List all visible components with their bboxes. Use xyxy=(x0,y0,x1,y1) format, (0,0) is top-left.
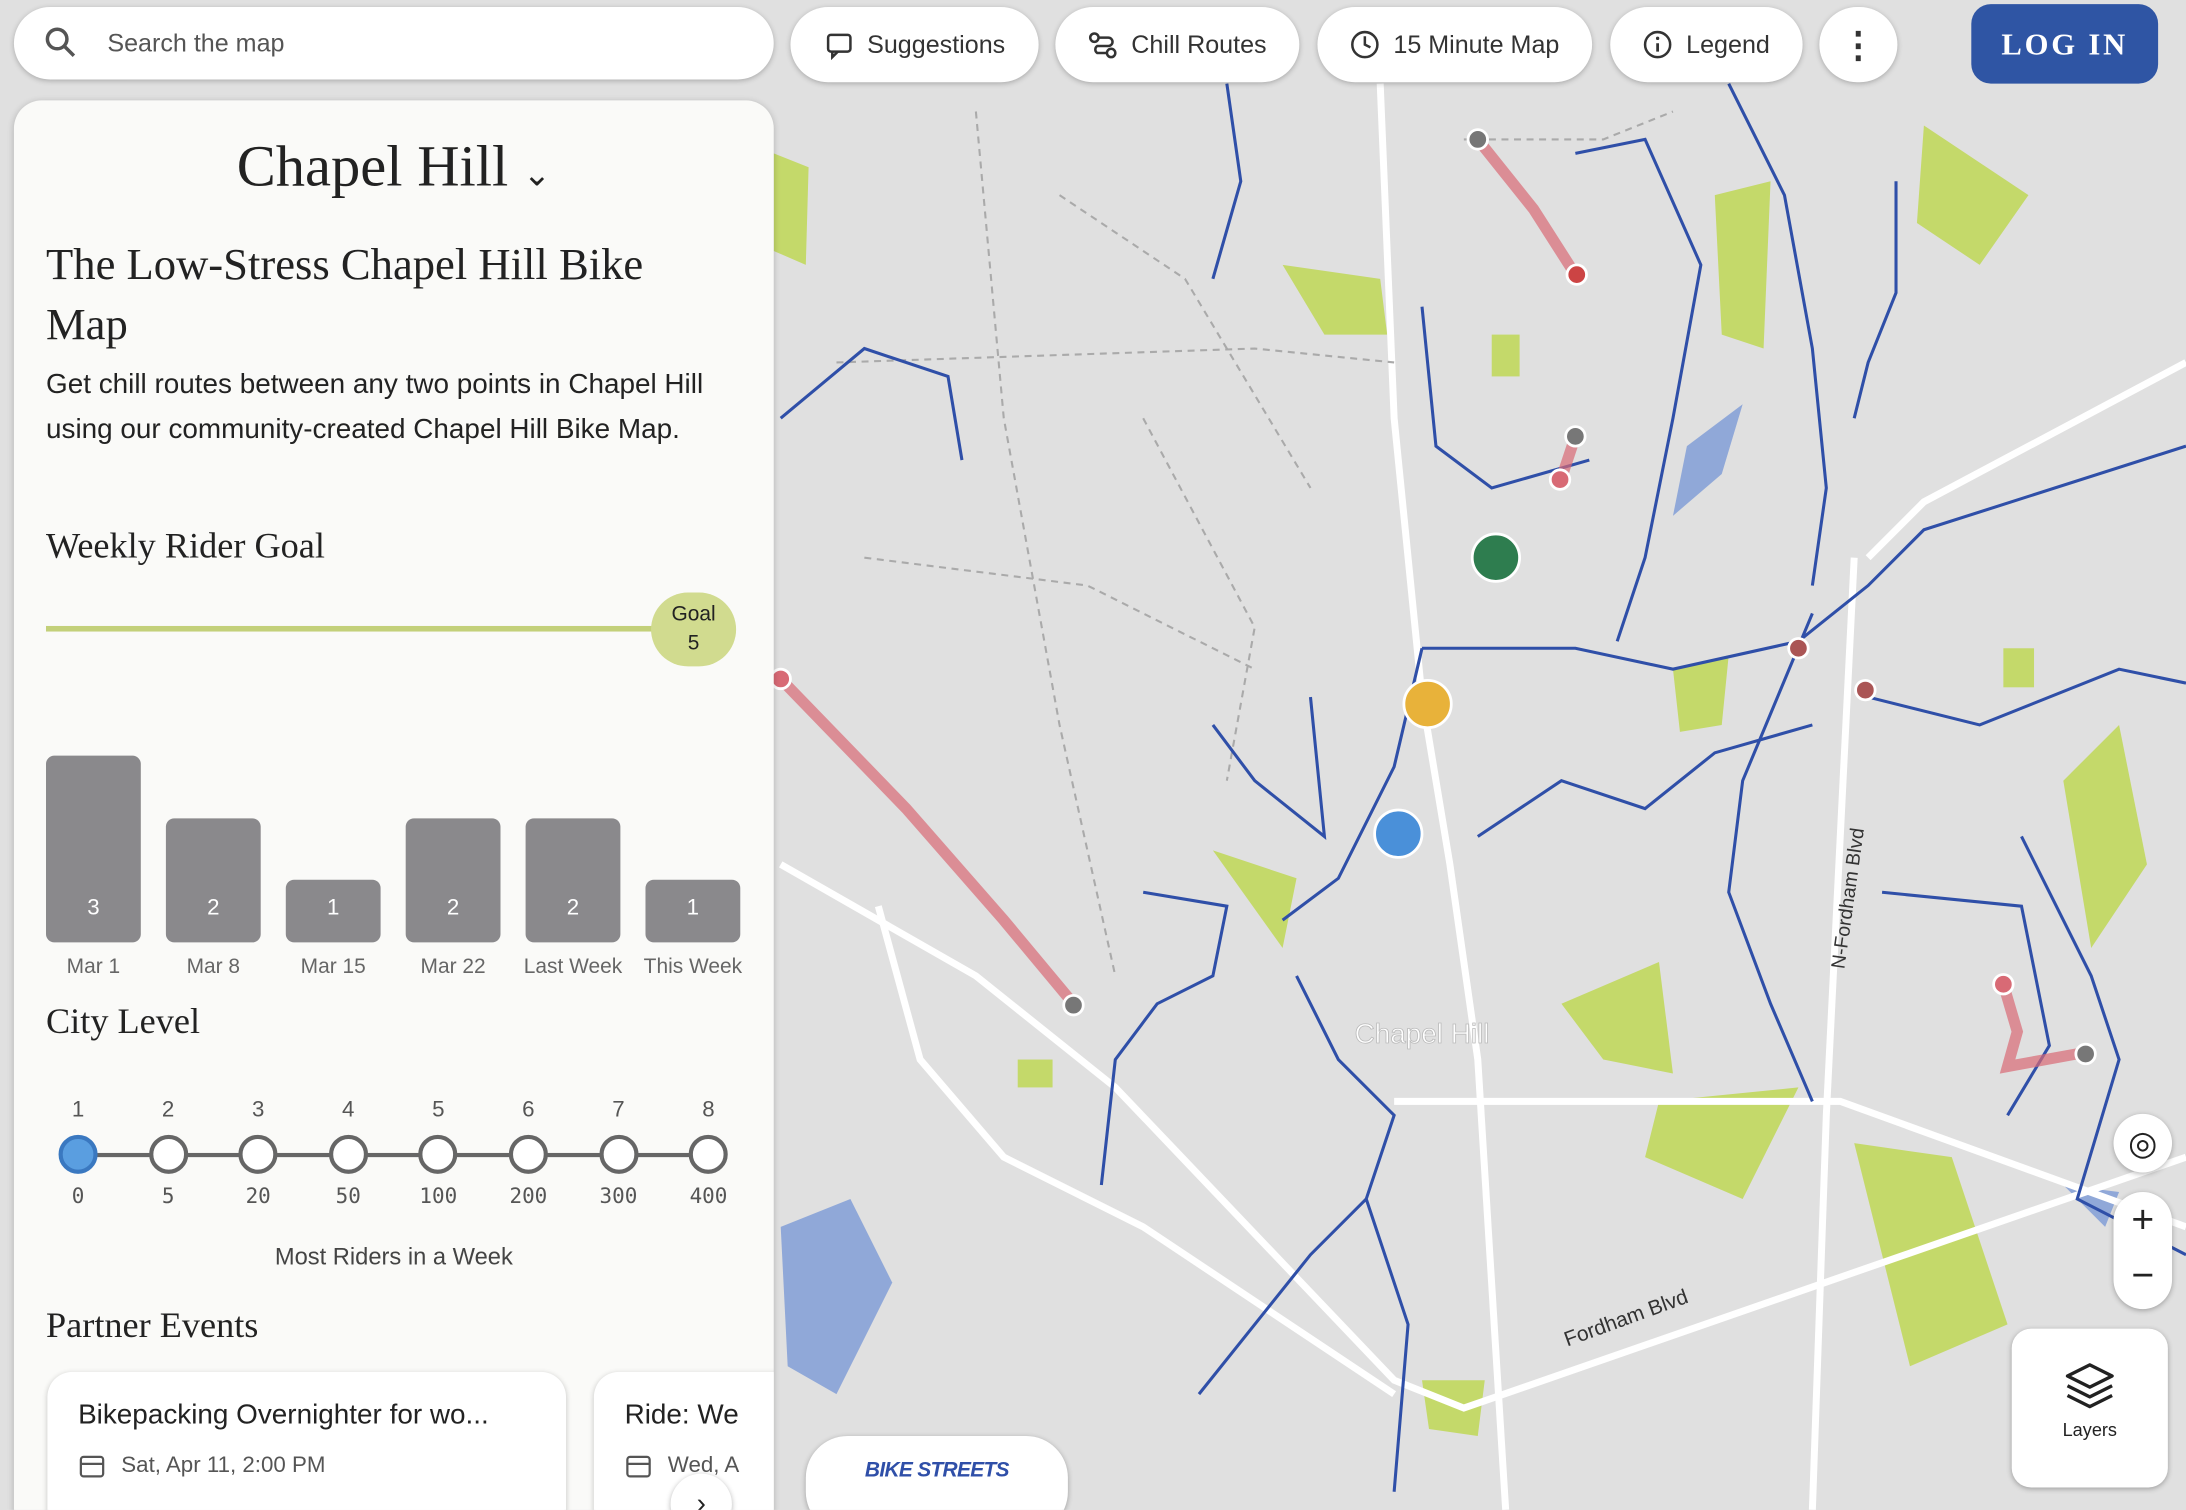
bar-category: Mar 15 xyxy=(300,954,366,979)
toolbar-button[interactable]: Suggestions xyxy=(790,6,1039,83)
zoom-out[interactable]: − xyxy=(2131,1253,2155,1297)
calendar-icon xyxy=(626,1455,651,1478)
zoom-in[interactable]: + xyxy=(2131,1197,2155,1241)
level-heading: City Level xyxy=(46,1000,201,1042)
goal-track xyxy=(46,625,709,632)
level-dot xyxy=(238,1134,278,1174)
level-number: 5 xyxy=(432,1098,445,1123)
place-label: Chapel Hill xyxy=(1355,1018,1490,1049)
toolbar-button[interactable]: Legend xyxy=(1610,6,1803,83)
city-selector[interactable]: Chapel Hill ⌄ xyxy=(236,135,551,200)
level-track xyxy=(78,1152,709,1158)
level-caption: Most Riders in a Week xyxy=(274,1243,513,1271)
locate-button[interactable]: ◎ xyxy=(2113,1113,2173,1173)
level-dot xyxy=(508,1134,548,1174)
zoom-controls: + − xyxy=(2113,1191,2173,1310)
rider-bar: 1 xyxy=(285,880,381,943)
panel-description: Get chill routes between any two points … xyxy=(46,369,704,445)
level-threshold: 300 xyxy=(599,1183,638,1209)
button-label: Legend xyxy=(1686,29,1770,58)
level-number: 4 xyxy=(342,1098,355,1123)
event-title: Ride: We xyxy=(624,1399,739,1431)
layers-label: Layers xyxy=(2062,1419,2118,1441)
level-number: 2 xyxy=(161,1098,175,1123)
level-dot xyxy=(418,1134,458,1174)
level-number: 1 xyxy=(71,1098,85,1123)
rider-bar: 2 xyxy=(525,818,621,943)
goal-heading: Weekly Rider Goal xyxy=(46,525,325,567)
button-icon xyxy=(826,33,852,60)
event-card[interactable]: Bikepacking Overnighter for wo... Sat, A… xyxy=(47,1371,567,1510)
bar-category: Mar 8 xyxy=(186,954,241,979)
search-icon xyxy=(45,27,76,57)
rider-bar: 2 xyxy=(165,818,261,943)
city-name: Chapel Hill xyxy=(236,135,509,200)
button-label: Suggestions xyxy=(867,29,1006,58)
event-date: Wed, A xyxy=(667,1454,740,1478)
goal-badge: Goal 5 xyxy=(651,592,737,667)
search-bar[interactable]: Search the map xyxy=(13,6,774,80)
event-title: Bikepacking Overnighter for wo... xyxy=(78,1399,489,1431)
bar-category: Mar 22 xyxy=(420,954,486,979)
level-threshold: 400 xyxy=(689,1183,728,1209)
login-button[interactable]: LOG IN xyxy=(1971,4,2159,84)
events-heading: Partner Events xyxy=(46,1304,259,1346)
level-dot xyxy=(598,1134,638,1174)
bar-value: 1 xyxy=(686,896,700,921)
bar-value: 1 xyxy=(326,896,340,921)
level-dot xyxy=(328,1134,368,1174)
button-label: Chill Routes xyxy=(1131,29,1267,58)
level-threshold: 100 xyxy=(419,1183,458,1209)
toolbar-button[interactable]: 15 Minute Map xyxy=(1317,6,1593,83)
toolbar-button[interactable]: Chill Routes xyxy=(1055,6,1300,83)
level-threshold: 20 xyxy=(245,1183,271,1209)
logo-text: BIKE STREETS xyxy=(864,1458,1010,1482)
rider-bar: 1 xyxy=(645,880,741,943)
logo[interactable]: BIKE STREETS xyxy=(805,1435,1068,1510)
goal-label: Goal xyxy=(671,602,716,626)
rider-bar: 2 xyxy=(405,818,501,943)
bar-value: 2 xyxy=(207,896,220,921)
bar-value: 2 xyxy=(446,896,460,921)
more-button[interactable]: ⋮ xyxy=(1819,6,1898,83)
level-threshold: 0 xyxy=(71,1183,85,1209)
button-icon xyxy=(1089,32,1118,59)
button-label: 15 Minute Map xyxy=(1393,29,1560,58)
bar-value: 3 xyxy=(87,896,100,921)
level-number: 6 xyxy=(522,1098,535,1123)
button-icon xyxy=(1644,30,1673,59)
level-dot xyxy=(58,1134,98,1174)
level-dot xyxy=(688,1134,728,1174)
level-dot xyxy=(148,1134,188,1174)
rider-bar: 3 xyxy=(46,755,141,943)
bar-value: 2 xyxy=(566,896,580,921)
level-number: 8 xyxy=(702,1098,715,1123)
button-icon xyxy=(1351,30,1380,59)
level-number: 3 xyxy=(251,1098,265,1123)
bar-category: Last Week xyxy=(523,954,623,979)
level-threshold: 5 xyxy=(161,1183,175,1209)
level-number: 7 xyxy=(612,1098,625,1123)
level-threshold: 200 xyxy=(509,1183,548,1209)
level-threshold: 50 xyxy=(335,1183,361,1209)
bar-category: This Week xyxy=(643,954,743,979)
panel-title: The Low-Stress Chapel Hill Bike Map xyxy=(46,238,644,349)
calendar-icon xyxy=(79,1455,105,1478)
search-placeholder: Search the map xyxy=(107,28,285,57)
event-date: Sat, Apr 11, 2:00 PM xyxy=(121,1454,326,1478)
goal-value: 5 xyxy=(687,631,700,656)
side-panel: Chapel Hill ⌄ The Low-Stress Chapel Hill… xyxy=(13,100,774,1510)
bar-category: Mar 1 xyxy=(66,954,121,979)
layers-button[interactable]: Layers xyxy=(2011,1328,2168,1488)
layers-icon xyxy=(2065,1363,2114,1409)
